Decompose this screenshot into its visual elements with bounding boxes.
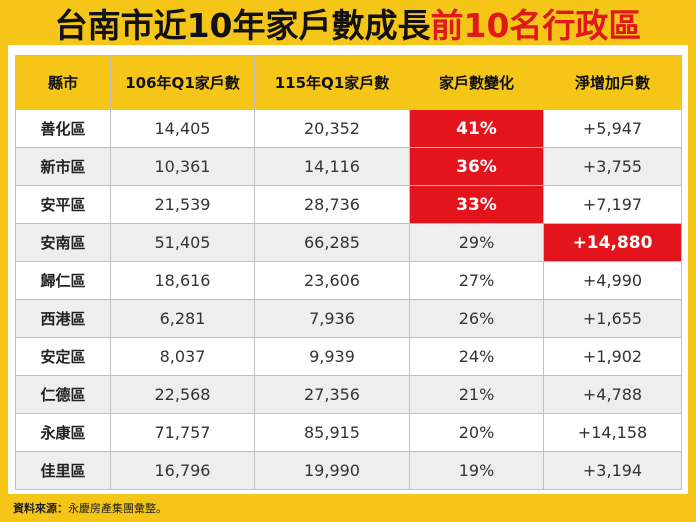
cell-district: 永康區 [15, 413, 111, 452]
cell-change: 29% [409, 223, 544, 262]
cell-q1-106: 14,405 [110, 109, 255, 148]
cell-district: 安平區 [15, 185, 111, 224]
header-q1-115: 115年Q1家戶數 [254, 55, 410, 110]
cell-q1-115: 27,356 [254, 375, 410, 414]
household-growth-table: 縣市 106年Q1家戶數 115年Q1家戶數 家戶數變化 淨增加戶數 善化區 14… [15, 55, 682, 490]
cell-change: 24% [409, 337, 544, 376]
cell-q1-106: 8,037 [110, 337, 255, 376]
source-note: 資料來源：永慶房產集團彙整。 [13, 500, 167, 516]
title-highlight: 前10名行政區 [430, 5, 642, 45]
cell-change: 20% [409, 413, 544, 452]
cell-net-increase: +3,194 [543, 451, 682, 490]
cell-change: 19% [409, 451, 544, 490]
cell-q1-115: 20,352 [254, 109, 410, 148]
cell-q1-106: 18,616 [110, 261, 255, 300]
table-row: 安平區 21,539 28,736 33% +7,197 [15, 185, 682, 224]
cell-change: 33% [409, 185, 544, 224]
cell-q1-106: 22,568 [110, 375, 255, 414]
cell-q1-115: 14,116 [254, 147, 410, 186]
cell-q1-115: 28,736 [254, 185, 410, 224]
source-label: 資料來源： [13, 502, 68, 515]
cell-change: 41% [409, 109, 544, 148]
table-row: 佳里區 16,796 19,990 19% +3,194 [15, 451, 682, 490]
cell-q1-106: 71,757 [110, 413, 255, 452]
cell-q1-115: 23,606 [254, 261, 410, 300]
cell-net-increase: +4,788 [543, 375, 682, 414]
table-row: 永康區 71,757 85,915 20% +14,158 [15, 413, 682, 452]
cell-district: 安南區 [15, 223, 111, 262]
cell-district: 佳里區 [15, 451, 111, 490]
table-row: 仁德區 22,568 27,356 21% +4,788 [15, 375, 682, 414]
table-row: 善化區 14,405 20,352 41% +5,947 [15, 109, 682, 148]
table-header-row: 縣市 106年Q1家戶數 115年Q1家戶數 家戶數變化 淨增加戶數 [15, 55, 682, 110]
cell-district: 新市區 [15, 147, 111, 186]
cell-net-increase: +5,947 [543, 109, 682, 148]
cell-district: 善化區 [15, 109, 111, 148]
cell-change: 36% [409, 147, 544, 186]
cell-q1-115: 85,915 [254, 413, 410, 452]
cell-district: 西港區 [15, 299, 111, 338]
header-change: 家戶數變化 [409, 55, 544, 110]
header-q1-106: 106年Q1家戶數 [110, 55, 255, 110]
table-row: 西港區 6,281 7,936 26% +1,655 [15, 299, 682, 338]
cell-net-increase: +7,197 [543, 185, 682, 224]
header-district: 縣市 [15, 55, 111, 110]
header-net-increase: 淨增加戶數 [543, 55, 682, 110]
cell-q1-106: 6,281 [110, 299, 255, 338]
cell-net-increase: +3,755 [543, 147, 682, 186]
table-row: 安南區 51,405 66,285 29% +14,880 [15, 223, 682, 262]
cell-change: 26% [409, 299, 544, 338]
cell-change: 27% [409, 261, 544, 300]
cell-change: 21% [409, 375, 544, 414]
table-row: 新市區 10,361 14,116 36% +3,755 [15, 147, 682, 186]
cell-q1-106: 10,361 [110, 147, 255, 186]
cell-q1-106: 21,539 [110, 185, 255, 224]
page-title: 台南市近10年家戶數成長 前10名行政區 [0, 0, 696, 45]
cell-district: 仁德區 [15, 375, 111, 414]
cell-net-increase: +1,902 [543, 337, 682, 376]
cell-net-increase: +14,158 [543, 413, 682, 452]
cell-net-increase: +14,880 [543, 223, 682, 262]
cell-q1-106: 51,405 [110, 223, 255, 262]
cell-q1-115: 66,285 [254, 223, 410, 262]
cell-net-increase: +1,655 [543, 299, 682, 338]
table-row: 歸仁區 18,616 23,606 27% +4,990 [15, 261, 682, 300]
source-text: 永慶房產集團彙整。 [68, 502, 167, 515]
cell-q1-115: 7,936 [254, 299, 410, 338]
cell-q1-115: 9,939 [254, 337, 410, 376]
title-main: 台南市近10年家戶數成長 [54, 5, 431, 45]
table-row: 安定區 8,037 9,939 24% +1,902 [15, 337, 682, 376]
cell-q1-106: 16,796 [110, 451, 255, 490]
cell-district: 歸仁區 [15, 261, 111, 300]
cell-net-increase: +4,990 [543, 261, 682, 300]
cell-district: 安定區 [15, 337, 111, 376]
cell-q1-115: 19,990 [254, 451, 410, 490]
